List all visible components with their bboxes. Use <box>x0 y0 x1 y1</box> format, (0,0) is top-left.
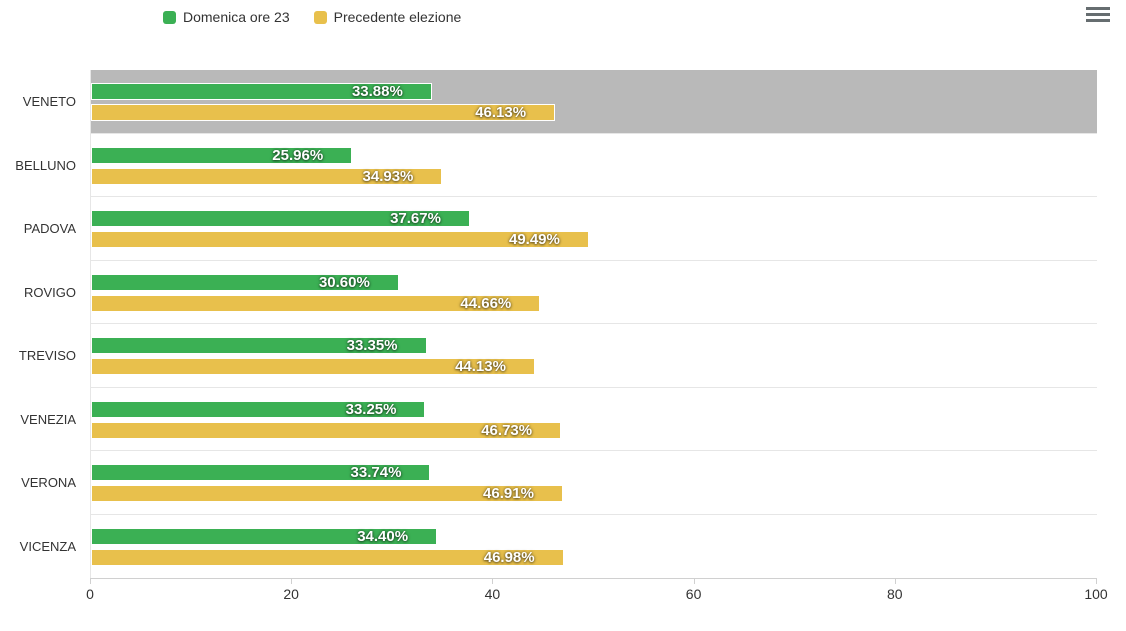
chart-context-menu-button[interactable] <box>1085 3 1113 25</box>
x-axis-tick <box>894 578 896 584</box>
hamburger-menu-icon <box>1086 6 1110 10</box>
bar-precedente-verona[interactable]: 46.91% <box>91 485 563 502</box>
y-axis-category-label: ROVIGO <box>23 284 76 300</box>
x-axis-tick <box>693 578 695 584</box>
legend-item-domenica[interactable]: Domenica ore 23 <box>163 9 290 25</box>
bar-domenica-treviso[interactable]: 33.35% <box>91 337 427 354</box>
bar-value-label: 46.91% <box>483 485 534 502</box>
bar-precedente-padova[interactable]: 49.49% <box>91 231 589 248</box>
bar-value-label: 46.98% <box>483 548 535 566</box>
category-row-rovigo: 30.60% 44.66% <box>91 261 1097 324</box>
bar-domenica-belluno[interactable]: 25.96% <box>91 146 353 164</box>
category-row-belluno: 25.96% 34.93% <box>91 134 1097 197</box>
bar-precedente-belluno[interactable]: 34.93% <box>91 167 443 185</box>
y-axis-category-label: VENETO <box>22 94 76 110</box>
bar-value-label: 46.13% <box>475 104 527 121</box>
bar-precedente-treviso[interactable]: 44.13% <box>91 358 535 375</box>
bar-domenica-padova[interactable]: 37.67% <box>91 210 470 227</box>
category-row-treviso: 33.35% 44.13% <box>91 324 1097 388</box>
bar-value-label: 44.66% <box>460 294 512 312</box>
category-row-verona: 33.74% 46.91% <box>91 451 1097 515</box>
y-axis-category-label: PADOVA <box>23 221 76 237</box>
bar-precedente-veneto[interactable]: 46.13% <box>91 104 556 121</box>
bar-value-label: 49.49% <box>508 231 560 248</box>
bar-domenica-verona[interactable]: 33.74% <box>91 464 431 481</box>
x-axis-tick-label: 40 <box>484 586 501 602</box>
bar-value-label: 44.13% <box>455 358 506 375</box>
hamburger-menu-icon <box>1086 18 1110 22</box>
bar-value-label: 33.35% <box>346 337 398 354</box>
bar-value-label: 33.25% <box>345 400 397 418</box>
legend-label: Precedente elezione <box>333 9 462 25</box>
bar-value-label: 34.40% <box>357 527 409 545</box>
bar-value-label: 25.96% <box>272 146 324 164</box>
y-axis-category-label: VENEZIA <box>20 411 76 427</box>
bar-value-label: 33.74% <box>350 464 402 481</box>
x-axis-tick-label: 20 <box>283 586 299 602</box>
y-axis-category-label: TREVISO <box>18 348 76 364</box>
category-row-vicenza: 34.40% 46.98% <box>91 515 1097 579</box>
legend-item-precedente[interactable]: Precedente elezione <box>313 9 462 25</box>
bar-value-label: 46.73% <box>481 421 533 439</box>
x-axis-tick <box>90 578 91 584</box>
bar-domenica-venezia[interactable]: 33.25% <box>91 400 426 418</box>
x-axis-tick-label: 80 <box>887 586 903 602</box>
x-axis-tick <box>291 578 293 584</box>
bar-domenica-vicenza[interactable]: 34.40% <box>91 527 438 545</box>
hamburger-menu-icon <box>1086 12 1110 16</box>
category-row-veneto: 33.88% 46.13% <box>91 70 1097 134</box>
chart-legend: Domenica ore 23 Precedente elezione <box>163 9 461 25</box>
x-axis-tick <box>1096 578 1097 584</box>
bar-domenica-rovigo[interactable]: 30.60% <box>91 273 399 291</box>
y-axis-category-label: VICENZA <box>19 538 76 554</box>
x-axis-tick-label: 100 <box>1084 586 1108 602</box>
x-axis-tick <box>492 578 494 584</box>
category-row-venezia: 33.25% 46.73% <box>91 388 1097 451</box>
x-axis-tick-label: 60 <box>685 586 702 602</box>
bar-precedente-rovigo[interactable]: 44.66% <box>91 294 541 312</box>
legend-label: Domenica ore 23 <box>183 9 290 25</box>
bar-domenica-veneto[interactable]: 33.88% <box>91 83 432 100</box>
plot-area: 33.88% 46.13% 25.96% 34.93% 37.67% 49.49% 30.6… <box>90 70 1097 578</box>
x-axis-line <box>90 578 1097 579</box>
bar-value-label: 33.88% <box>351 83 403 100</box>
y-axis-category-label: BELLUNO <box>15 157 76 173</box>
category-row-padova: 37.67% 49.49% <box>91 197 1097 261</box>
bar-value-label: 30.60% <box>318 273 370 291</box>
legend-swatch-icon <box>163 10 176 24</box>
bar-value-label: 34.93% <box>362 167 414 185</box>
x-axis-tick-label: 0 <box>86 586 94 602</box>
y-axis-category-label: VERONA <box>21 475 76 491</box>
bar-precedente-venezia[interactable]: 46.73% <box>91 421 562 439</box>
bar-value-label: 37.67% <box>390 210 441 227</box>
legend-swatch-icon <box>313 10 327 24</box>
bar-precedente-vicenza[interactable]: 46.98% <box>91 548 564 566</box>
